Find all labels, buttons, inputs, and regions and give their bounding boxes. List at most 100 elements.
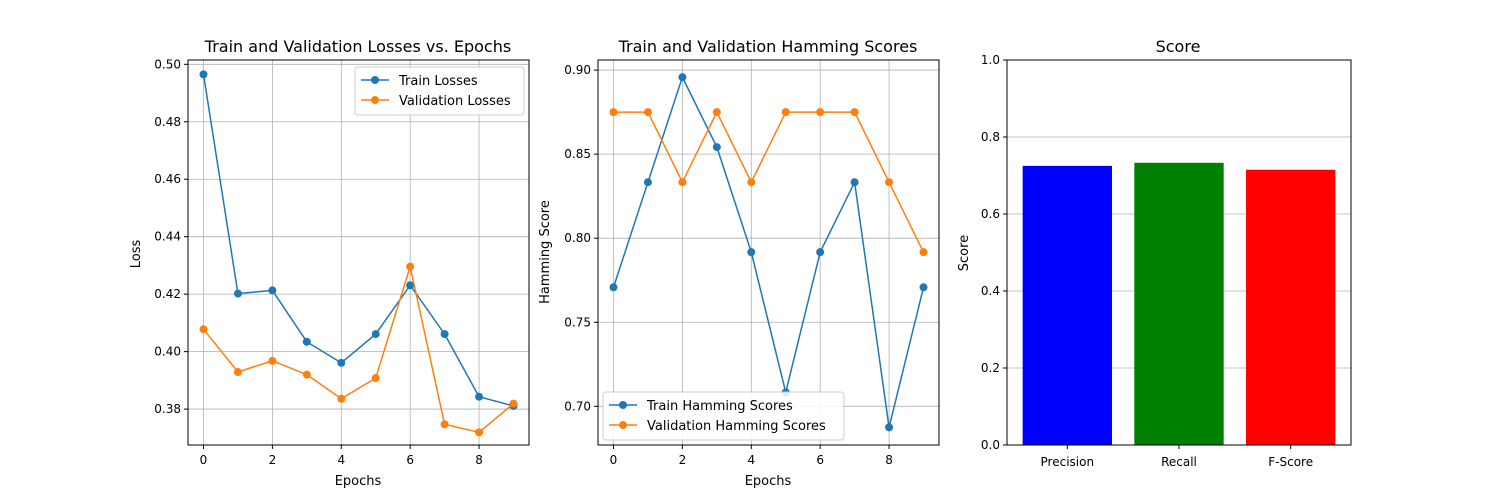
hamming-chart-title: Train and Validation Hamming Scores xyxy=(618,37,918,56)
hamming-series-1-point xyxy=(850,108,859,117)
score-chart: Score Score Precision Recall F-Score 0.0 0.2… xyxy=(957,37,1352,469)
score-plot-frame xyxy=(1006,59,1352,446)
hamming-series-0-point xyxy=(712,143,721,152)
hamming-x-axis-label: Epochs xyxy=(745,474,792,489)
hamming-chart: Train and Validation Hamming Scores Epoc… xyxy=(538,37,940,489)
losses-y-tick-label: 0.38 xyxy=(154,402,181,416)
losses-legend-marker xyxy=(371,76,379,84)
hamming-series-0-point xyxy=(816,248,825,257)
score-y-tick-label: 0.8 xyxy=(981,130,1000,144)
hamming-legend-marker xyxy=(619,421,627,429)
hamming-series-0-point xyxy=(885,423,894,432)
hamming-series-1-point xyxy=(643,108,652,117)
score-y-tick-label: 0.4 xyxy=(981,284,1000,298)
losses-y-tick-label: 0.42 xyxy=(154,287,181,301)
score-y-tick-label: 0.0 xyxy=(981,438,1000,452)
hamming-y-tick-label: 0.70 xyxy=(564,399,591,413)
score-y-axis-label: Score xyxy=(957,235,972,271)
losses-series-0-point xyxy=(199,70,208,79)
losses-legend: Train Losses Validation Losses xyxy=(354,66,525,116)
hamming-series-0-point xyxy=(609,283,618,292)
score-bar-recall xyxy=(1134,162,1224,446)
score-x-tick-label: Recall xyxy=(1161,455,1197,469)
losses-series-1-point xyxy=(406,262,415,271)
hamming-y-tick-label: 0.75 xyxy=(564,315,591,329)
score-y-tick-label: 1.0 xyxy=(981,53,1000,67)
losses-y-tick-label: 0.50 xyxy=(154,57,181,71)
losses-series-0-point xyxy=(337,358,346,367)
score-y-tick-label: 0.6 xyxy=(981,207,1000,221)
score-bar-f-score xyxy=(1246,169,1336,445)
hamming-series-0-line xyxy=(612,75,925,428)
losses-legend-box xyxy=(354,66,525,116)
losses-series-1-point xyxy=(233,368,242,377)
hamming-y-tick-label: 0.80 xyxy=(564,231,591,245)
losses-y-tick-label: 0.46 xyxy=(154,172,181,186)
losses-series-0-point xyxy=(406,281,415,290)
losses-series-0-point xyxy=(371,330,380,339)
losses-x-tick-label: 8 xyxy=(475,453,483,467)
hamming-plot-frame xyxy=(597,59,940,446)
losses-x-tick-label: 2 xyxy=(269,453,277,467)
losses-chart-title: Train and Validation Losses vs. Epochs xyxy=(204,37,511,56)
hamming-series-1-point xyxy=(712,108,721,117)
hamming-series-1-point xyxy=(816,108,825,117)
hamming-series-0-point xyxy=(919,283,928,292)
losses-y-tick-label: 0.40 xyxy=(154,345,181,359)
hamming-y-axis-label: Hamming Score xyxy=(538,200,553,304)
score-bar-precision xyxy=(1022,165,1112,445)
losses-series-0-line xyxy=(202,74,514,407)
losses-x-axis-label: Epochs xyxy=(335,474,382,489)
losses-legend-marker xyxy=(371,96,379,104)
losses-legend-label: Train Losses xyxy=(398,74,478,89)
hamming-series-1-point xyxy=(609,108,618,117)
hamming-x-tick-label: 4 xyxy=(747,453,755,467)
hamming-series-0-point xyxy=(643,178,652,187)
score-x-tick-label: F-Score xyxy=(1268,455,1313,469)
losses-series-1-point xyxy=(371,374,380,383)
score-y-tick-label: 0.2 xyxy=(981,361,1000,375)
hamming-series-1-point xyxy=(919,248,928,257)
losses-x-tick-label: 6 xyxy=(406,453,414,467)
hamming-x-tick-label: 0 xyxy=(610,453,618,467)
losses-series-1-line xyxy=(202,263,514,434)
losses-series-1-point xyxy=(440,420,449,429)
hamming-x-tick-label: 2 xyxy=(679,453,687,467)
hamming-series-0-point xyxy=(850,178,859,187)
losses-series-1-point xyxy=(509,399,518,408)
hamming-x-tick-label: 8 xyxy=(885,453,893,467)
hamming-series-0-point xyxy=(747,248,756,257)
losses-series-0-point xyxy=(440,330,449,339)
hamming-legend-label: Train Hamming Scores xyxy=(646,399,793,414)
hamming-series-1-point xyxy=(747,178,756,187)
losses-y-axis-label: Loss xyxy=(129,240,144,269)
score-chart-title: Score xyxy=(1156,37,1201,56)
hamming-y-tick-label: 0.90 xyxy=(564,63,591,77)
hamming-series-0-point xyxy=(678,73,687,82)
score-x-tick-label: Precision xyxy=(1041,455,1095,469)
losses-series-0-point xyxy=(233,289,242,298)
hamming-legend-marker xyxy=(619,401,627,409)
losses-plot-frame xyxy=(187,59,530,446)
losses-x-tick-label: 0 xyxy=(200,453,208,467)
hamming-series-1-line xyxy=(613,110,925,253)
losses-chart: Train and Validation Losses vs. Epochs E… xyxy=(129,37,530,489)
hamming-legend-box xyxy=(602,391,845,441)
hamming-legend: Train Hamming Scores Validation Hamming S… xyxy=(602,391,845,441)
hamming-y-tick-label: 0.85 xyxy=(564,147,591,161)
losses-x-tick-label: 4 xyxy=(337,453,345,467)
losses-series-0-point xyxy=(475,392,484,401)
losses-y-tick-label: 0.44 xyxy=(154,230,181,244)
losses-series-0-point xyxy=(302,337,311,346)
hamming-series-1-point xyxy=(781,108,790,117)
hamming-series-1-point xyxy=(678,178,687,187)
hamming-series-1-point xyxy=(885,178,894,187)
losses-series-1-point xyxy=(337,394,346,403)
losses-series-1-point xyxy=(199,325,208,334)
losses-series-1-point xyxy=(475,428,484,437)
losses-series-1-point xyxy=(302,370,311,379)
hamming-x-tick-label: 6 xyxy=(816,453,824,467)
losses-series-1-point xyxy=(268,356,277,365)
hamming-legend-label: Validation Hamming Scores xyxy=(647,419,826,434)
